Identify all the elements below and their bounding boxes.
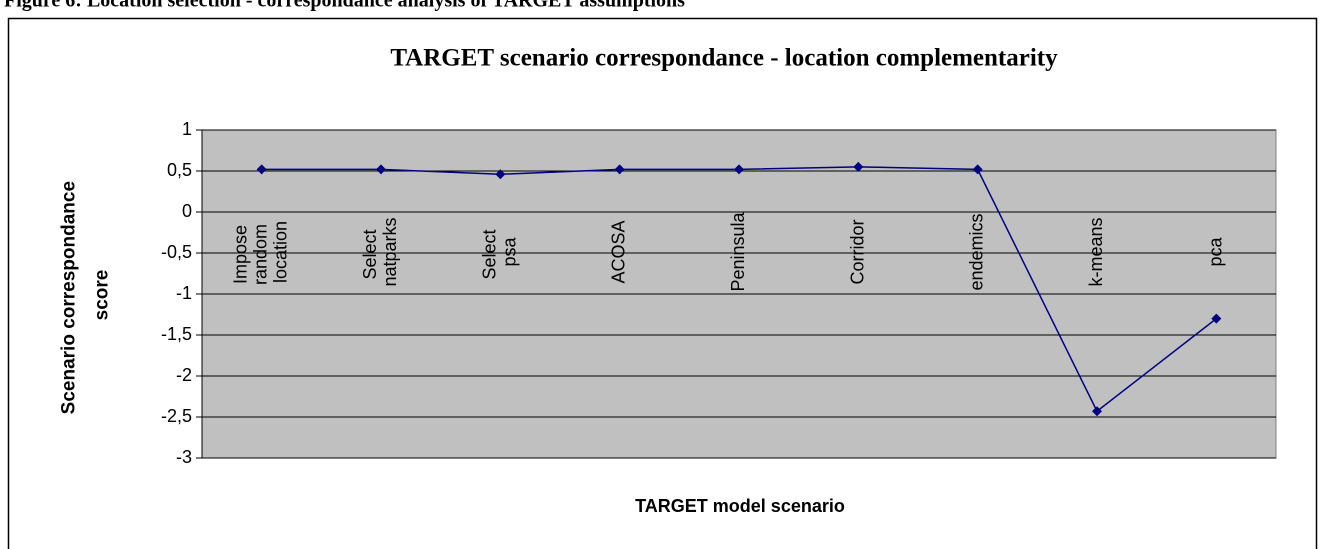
y-tick-label: 0,5	[167, 160, 192, 180]
x-tick-label: k-means	[1086, 217, 1106, 286]
x-tick-label: Select psa	[479, 224, 519, 279]
y-tick-label: 1	[182, 119, 192, 139]
x-tick-label: Impose random location	[230, 219, 290, 285]
x-tick-label: ACOSA	[608, 220, 628, 283]
marker	[1092, 406, 1102, 417]
marker	[734, 164, 744, 175]
marker	[972, 164, 983, 175]
chart-title: TARGET scenario correspondance - locatio…	[390, 45, 1058, 72]
x-tick-label: endemics	[966, 213, 986, 290]
y-tick-label: -1	[176, 283, 192, 303]
marker	[1211, 313, 1222, 324]
y-tick-label: -0,5	[161, 242, 192, 262]
y-tick-label: -2,5	[161, 406, 192, 426]
y-axis-title: Scenario correspondance score	[59, 176, 113, 415]
marker	[853, 161, 864, 172]
caption: Figure 6: Location selection - correspon…	[4, 0, 685, 12]
y-tick-label: -1,5	[161, 324, 192, 344]
y-tick-label: 0	[182, 201, 192, 221]
x-tick-label: Select natparks	[360, 217, 400, 286]
x-tick-label: pca	[1205, 237, 1225, 267]
marker	[614, 164, 625, 175]
x-axis-title: TARGET model scenario	[635, 496, 845, 516]
marker	[495, 169, 506, 180]
marker	[256, 164, 267, 175]
x-tick-label: Corridor	[847, 219, 867, 284]
x-tick-label: Peninsula	[728, 211, 748, 291]
y-tick-label: -2	[176, 365, 192, 385]
marker	[376, 164, 386, 175]
y-tick-label: -3	[176, 447, 192, 467]
